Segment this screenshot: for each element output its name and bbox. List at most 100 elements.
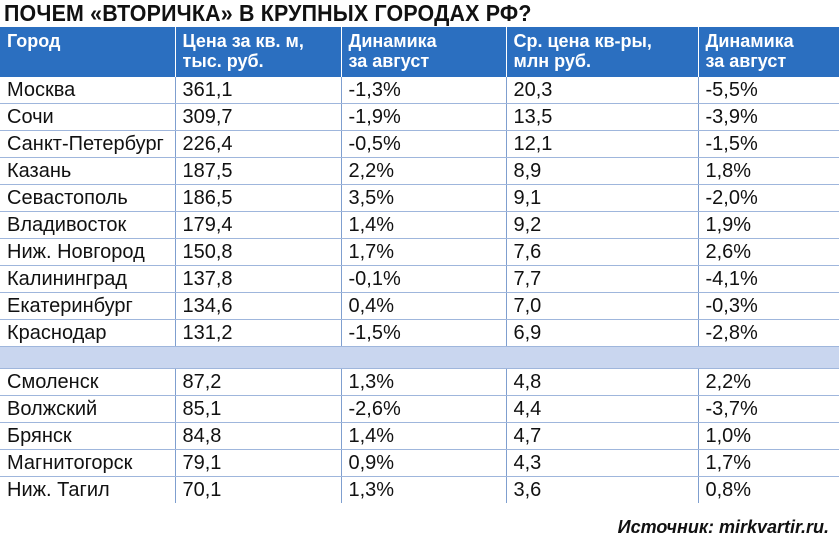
cell-city: Ниж. Тагил: [7, 479, 110, 501]
cell-apartment-change: -0,3%: [697, 292, 839, 320]
table-row: Москва 361,1 -1,3% 20,3 -5,5%: [0, 77, 839, 104]
cell-city: Владивосток: [0, 211, 175, 239]
header-line: за август: [705, 51, 787, 71]
cell-avg-apartment-price: 4,7: [505, 422, 698, 450]
header-apartment-change: Динамика за август: [697, 27, 839, 77]
cell-avg-apartment-price: 9,2: [505, 211, 698, 239]
cell-price-per-sqm: 186,5: [174, 184, 341, 212]
header-line: Динамика: [348, 31, 437, 51]
cell-sqm-change: 1,7%: [340, 238, 506, 266]
cell-avg-apartment-price: 7,6: [505, 238, 698, 266]
price-table: Город Цена за кв. м, тыс. руб. Динамика …: [0, 27, 839, 503]
table-row: Волжский 85,1 -2,6% 4,4 -3,7%: [0, 395, 839, 423]
cell-sqm-change: -1,3%: [340, 77, 506, 104]
cell-price-per-sqm: 187,5: [174, 157, 341, 185]
cell-city: Екатеринбург: [0, 292, 175, 320]
table-row: Краснодар 131,2 -1,5% 6,9 -2,8%: [0, 319, 839, 347]
cell-sqm-change: 1,4%: [340, 211, 506, 239]
cell-sqm-change: 1,3%: [340, 476, 506, 503]
header-line: тыс. руб.: [182, 51, 264, 71]
cell-apartment-change: 0,8%: [697, 476, 839, 503]
table-row: Смоленск 87,2 1,3% 4,8 2,2%: [0, 368, 839, 396]
table-row: Калининград 137,8 -0,1% 7,7 -4,1%: [0, 265, 839, 293]
cell-apartment-change: -4,1%: [697, 265, 839, 293]
cell-city: Краснодар: [0, 319, 175, 347]
table-row: Санкт-Петербург 226,4 -0,5% 12,1 -1,5%: [0, 130, 839, 158]
cell-sqm-change: -0,5%: [340, 130, 506, 158]
cell-price-per-sqm: 131,2: [174, 319, 341, 347]
cell-avg-apartment-price: 20,3: [505, 77, 698, 104]
cell-avg-apartment-price: 13,5: [505, 103, 698, 131]
cell-city: Волжский: [0, 395, 175, 423]
header-avg-apartment-price: Ср. цена кв-ры, млн руб.: [505, 27, 698, 77]
cell-sqm-change: -1,9%: [340, 103, 506, 131]
table-row: Екатеринбург 134,6 0,4% 7,0 -0,3%: [0, 292, 839, 320]
cell-apartment-change: 1,9%: [697, 211, 839, 239]
cell-apartment-change: -3,7%: [697, 395, 839, 423]
cell-city: Смоленск: [0, 368, 175, 396]
cell-price-per-sqm: 179,4: [174, 211, 341, 239]
cell-city: Магнитогорск: [0, 449, 175, 477]
cell-price-per-sqm: 87,2: [174, 368, 341, 396]
header-line: Цена за кв. м,: [182, 31, 304, 51]
table-header: Город Цена за кв. м, тыс. руб. Динамика …: [0, 27, 839, 77]
cell-sqm-change: 2,2%: [340, 157, 506, 185]
cell-price-per-sqm: 85,1: [174, 395, 341, 423]
cell-price-per-sqm: 70,1: [174, 476, 341, 503]
cell-apartment-change: 1,8%: [697, 157, 839, 185]
cell-avg-apartment-price: 7,7: [505, 265, 698, 293]
cell-sqm-change: 1,3%: [340, 368, 506, 396]
table-row: Сочи 309,7 -1,9% 13,5 -3,9%: [0, 103, 839, 131]
cell-city: Казань: [0, 157, 175, 185]
cell-price-per-sqm: 150,8: [174, 238, 341, 266]
cell-sqm-change: 1,4%: [340, 422, 506, 450]
cell-apartment-change: -3,9%: [697, 103, 839, 131]
cell-avg-apartment-price: 4,3: [505, 449, 698, 477]
header-sqm-change: Динамика за август: [340, 27, 506, 77]
cell-city: Москва: [0, 77, 175, 104]
header-line: Динамика: [705, 31, 794, 51]
cell-apartment-change: 1,7%: [697, 449, 839, 477]
cell-city: Ниж. Новгород: [0, 238, 175, 266]
cell-price-per-sqm: 134,6: [174, 292, 341, 320]
header-city: Город: [0, 27, 175, 77]
group-separator-band: [0, 346, 839, 369]
cell-avg-apartment-price: 12,1: [505, 130, 698, 158]
table-row: Казань 187,5 2,2% 8,9 1,8%: [0, 157, 839, 185]
header-price-per-sqm: Цена за кв. м, тыс. руб.: [174, 27, 341, 77]
cell-city: Санкт-Петербург: [0, 130, 175, 158]
cell-avg-apartment-price: 9,1: [505, 184, 698, 212]
table-row: Ниж. Новгород 150,8 1,7% 7,6 2,6%: [0, 238, 839, 266]
table-row: Магнитогорск 79,1 0,9% 4,3 1,7%: [0, 449, 839, 477]
cell-apartment-change: -2,0%: [697, 184, 839, 212]
cell-apartment-change: 1,0%: [697, 422, 839, 450]
table-row: Севастополь 186,5 3,5% 9,1 -2,0%: [0, 184, 839, 212]
cell-apartment-change: -1,5%: [697, 130, 839, 158]
cell-price-per-sqm: 137,8: [174, 265, 341, 293]
cell-city: Севастополь: [0, 184, 175, 212]
header-line: Город: [7, 31, 61, 51]
cell-apartment-change: 2,6%: [697, 238, 839, 266]
cell-city: Брянск: [0, 422, 175, 450]
cell-price-per-sqm: 79,1: [174, 449, 341, 477]
header-line: за август: [348, 51, 430, 71]
cell-avg-apartment-price: 3,6: [505, 476, 698, 503]
header-line: Ср. цена кв-ры,: [513, 31, 652, 51]
cell-apartment-change: 2,2%: [697, 368, 839, 396]
cell-apartment-change: -2,8%: [697, 319, 839, 347]
cell-price-per-sqm: 309,7: [174, 103, 341, 131]
cell-sqm-change: -0,1%: [340, 265, 506, 293]
cell-price-per-sqm: 361,1: [174, 77, 341, 104]
cell-sqm-change: -2,6%: [340, 395, 506, 423]
table-row: Ниж. Тагил 70,1 1,3% 3,6 0,8%: [0, 476, 839, 503]
cell-sqm-change: 0,9%: [340, 449, 506, 477]
cell-avg-apartment-price: 4,8: [505, 368, 698, 396]
cell-sqm-change: -1,5%: [340, 319, 506, 347]
cell-city: Сочи: [0, 103, 175, 131]
source-note: Источник: mirkvartir.ru.: [617, 517, 829, 537]
cell-apartment-change: -5,5%: [697, 77, 839, 104]
cell-avg-apartment-price: 4,4: [505, 395, 698, 423]
table-title: ПОЧЕМ «ВТОРИЧКА» В КРУПНЫХ ГОРОДАХ РФ?: [4, 0, 532, 26]
cell-avg-apartment-price: 6,9: [505, 319, 698, 347]
cell-avg-apartment-price: 7,0: [505, 292, 698, 320]
